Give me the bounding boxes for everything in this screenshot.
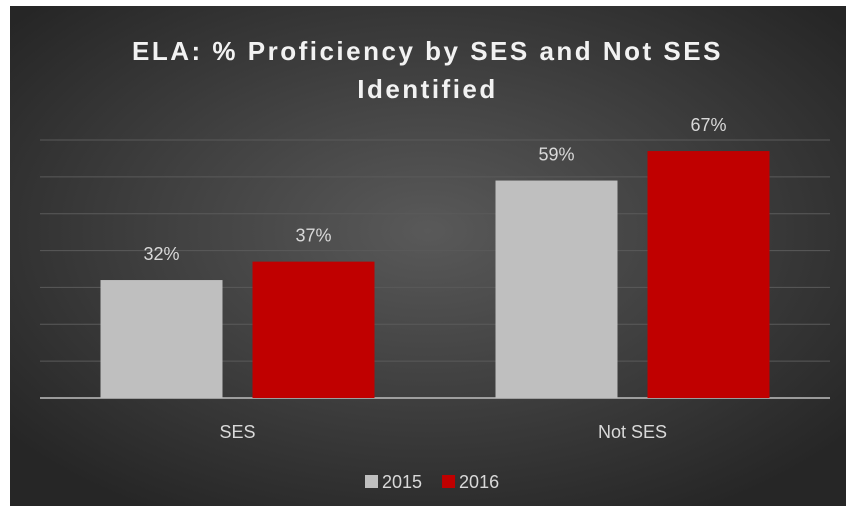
bar: [647, 151, 770, 398]
legend-label: 2015: [382, 472, 422, 492]
x-tick-label: SES: [219, 422, 255, 442]
legend-swatch: [365, 475, 378, 488]
value-label: 67%: [690, 115, 726, 135]
value-label: 59%: [538, 144, 574, 164]
bar: [100, 280, 223, 398]
chart-title: ELA: % Proficiency by SES and Not SES Id…: [132, 36, 723, 104]
bar: [495, 180, 618, 398]
legend-label: 2016: [459, 472, 499, 492]
x-tick-label: Not SES: [598, 422, 667, 442]
value-label: 32%: [143, 244, 179, 264]
legend-swatch: [442, 475, 456, 488]
bar: [252, 261, 375, 398]
value-label: 37%: [295, 225, 331, 245]
